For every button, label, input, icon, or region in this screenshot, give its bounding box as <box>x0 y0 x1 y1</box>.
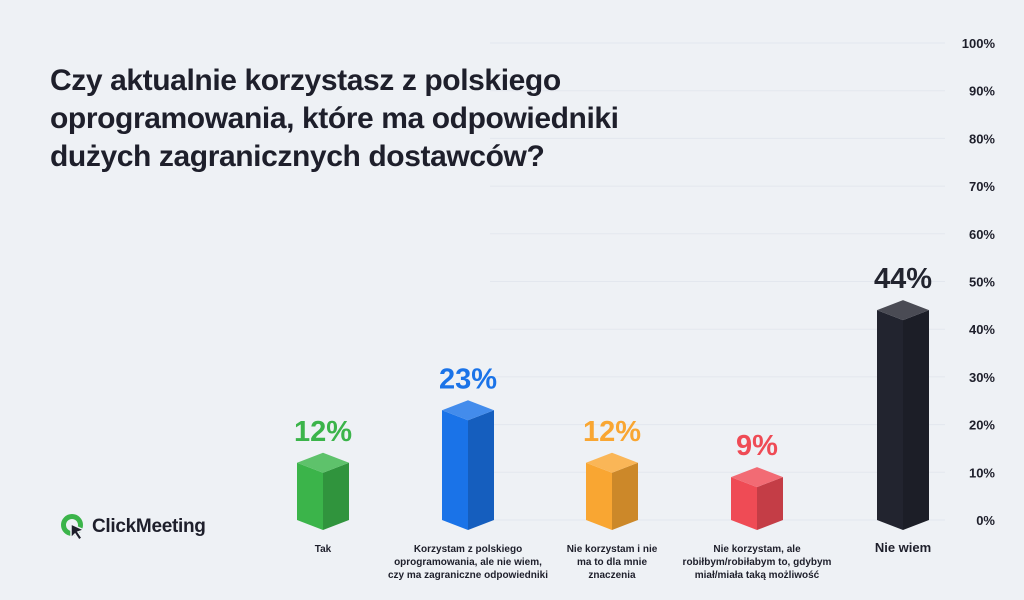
y-tick-label: 50% <box>969 275 995 290</box>
y-tick-label: 80% <box>969 131 995 146</box>
y-tick-label: 20% <box>969 418 995 433</box>
chart-title-line-2: oprogramowania, które ma odpowiedniki <box>50 102 619 135</box>
category-label: Nie wiem <box>875 540 931 555</box>
value-label: 12% <box>294 416 352 448</box>
y-tick-label: 0% <box>976 513 995 528</box>
value-label: 44% <box>874 263 932 295</box>
clickmeeting-logo-icon <box>61 514 86 541</box>
category-label: Nie korzystam, ale robiłbym/robiłabym to,… <box>683 544 832 581</box>
y-axis-ticks: 0% 10% 20% 30% 40% 50% 60% 70% 80% 90% 100% <box>962 36 996 528</box>
chart-title-line-1: Czy aktualnie korzystasz z polskiego <box>50 64 561 97</box>
bar <box>877 300 929 530</box>
y-tick-label: 10% <box>969 465 995 480</box>
grid-lines <box>490 42 945 521</box>
bar <box>586 452 638 530</box>
chart-title-line-3: dużych zagranicznych dostawców? <box>50 140 545 173</box>
chart-title: Czy aktualnie korzystasz z polskiego opr… <box>50 62 750 176</box>
bar <box>297 452 349 530</box>
value-label: 12% <box>583 416 641 448</box>
clickmeeting-logo: ClickMeeting <box>60 512 206 542</box>
y-tick-label: 40% <box>969 322 995 337</box>
y-tick-label: 60% <box>969 227 995 242</box>
y-tick-label: 90% <box>969 84 995 99</box>
y-tick-label: 100% <box>962 36 996 51</box>
bar <box>731 467 783 530</box>
y-tick-label: 70% <box>969 179 995 194</box>
y-tick-label: 30% <box>969 370 995 385</box>
value-label: 23% <box>439 363 497 395</box>
brand-name: ClickMeeting <box>92 516 206 537</box>
category-label: Korzystam z polskiego oprogramowania, ale… <box>388 544 548 581</box>
category-label: Nie korzystam i nie ma to dla mnie znaczen… <box>567 544 658 581</box>
category-label: Tak <box>315 544 332 555</box>
value-label: 9% <box>736 430 778 462</box>
value-labels: 12% 23% 12% 9% 44% <box>294 263 932 462</box>
bar <box>442 400 494 530</box>
bars <box>297 300 929 530</box>
category-labels: Tak Korzystam z polskiego oprogramowania, … <box>315 540 931 581</box>
